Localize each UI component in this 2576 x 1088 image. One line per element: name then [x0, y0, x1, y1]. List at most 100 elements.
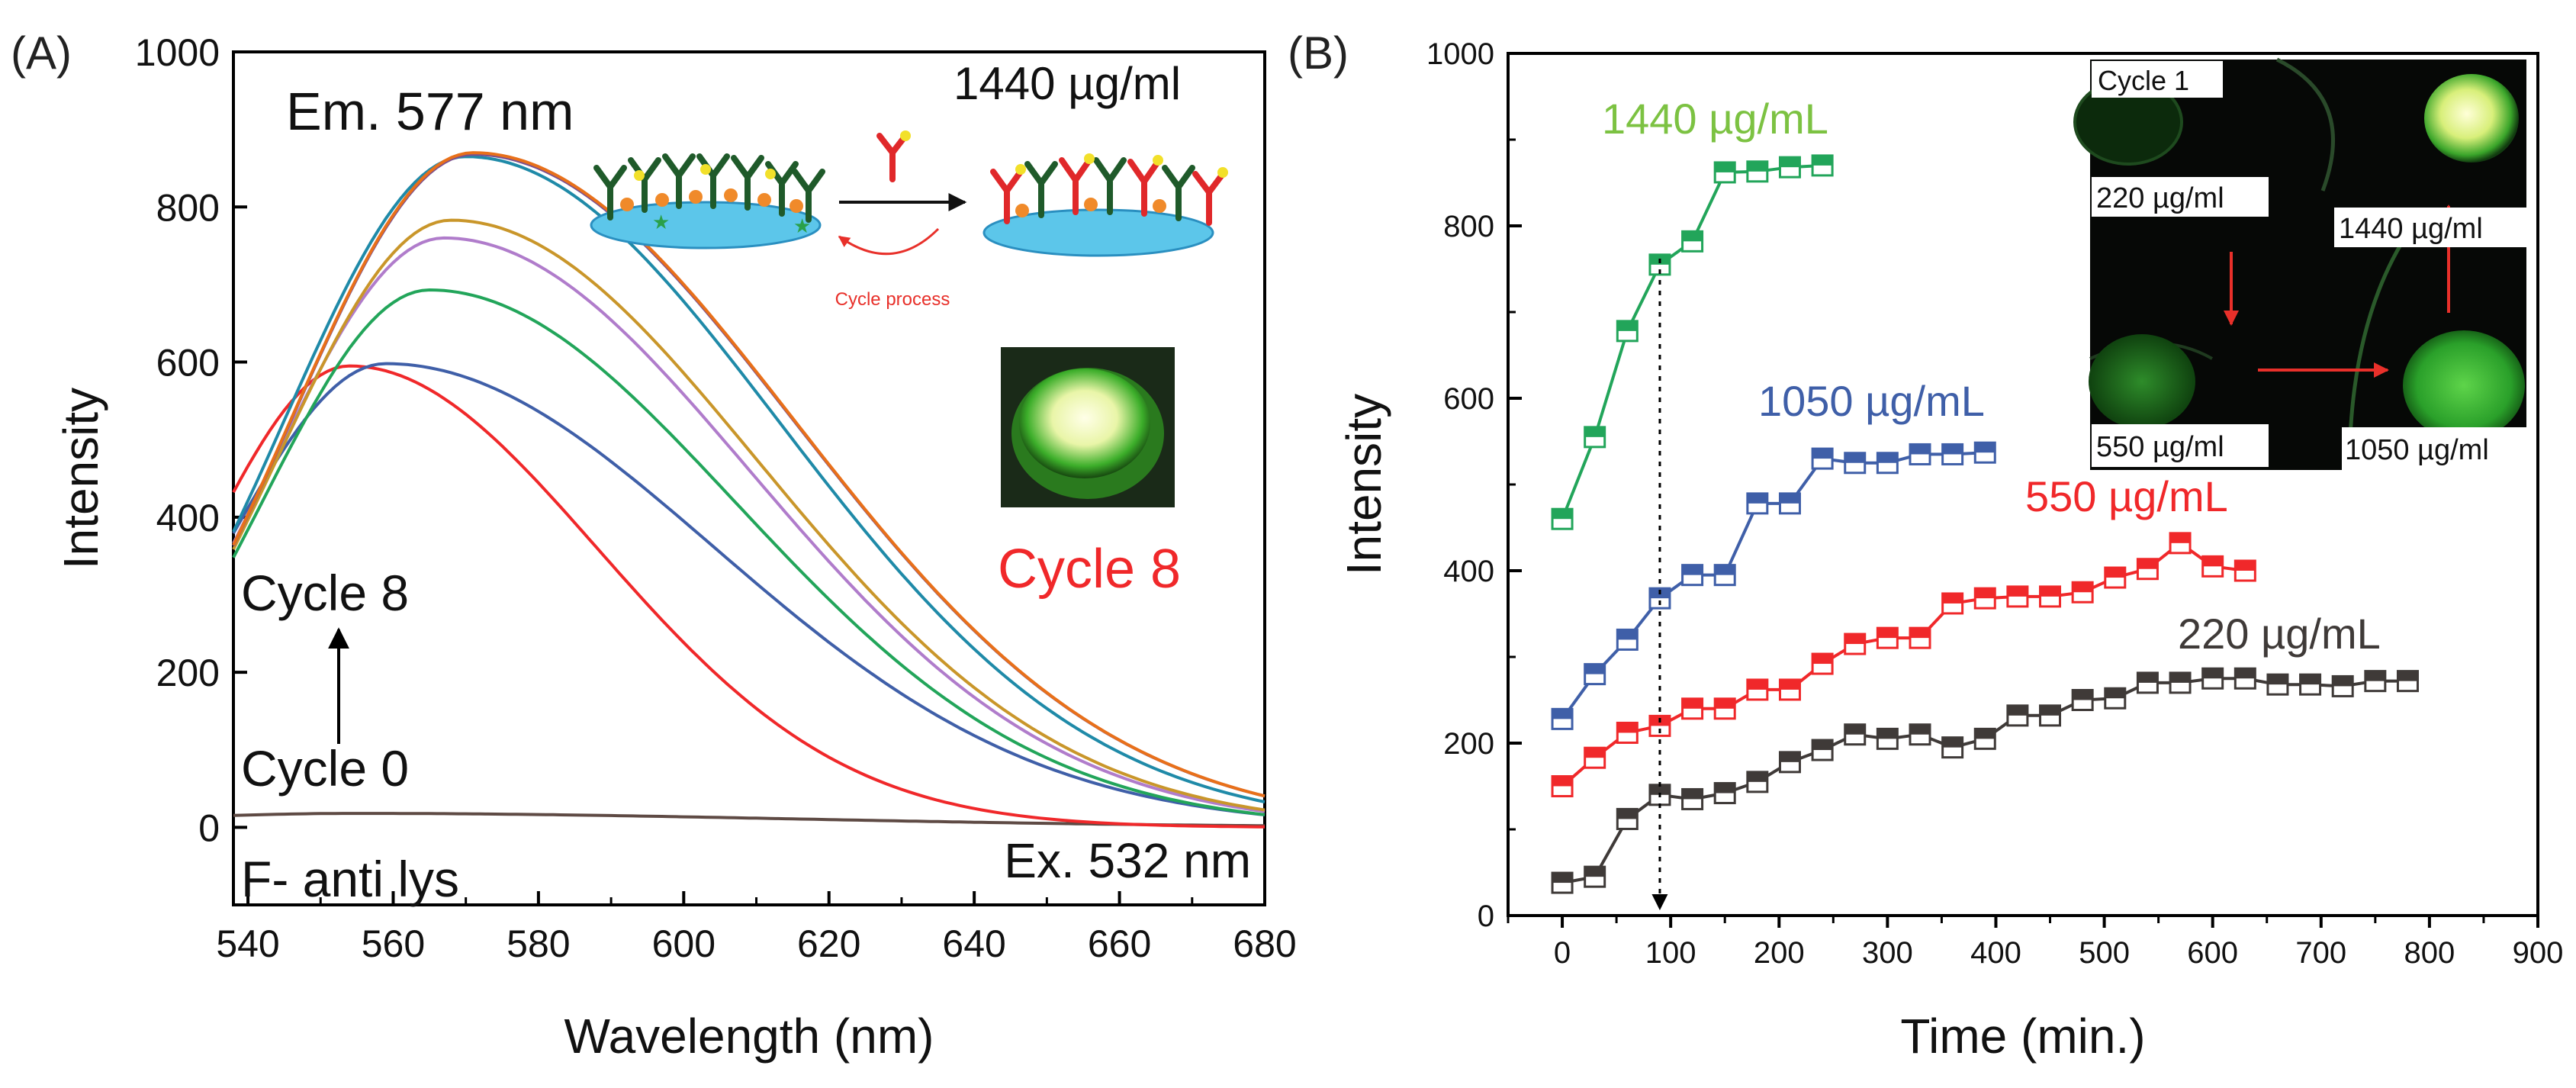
panel-b-y-tick-label: 1000 [1426, 37, 1494, 71]
substrate-left-icon [590, 201, 822, 249]
data-point [1551, 507, 1574, 530]
data-point [1973, 727, 1996, 750]
panel-a-y-tick-label: 0 [198, 806, 220, 849]
panel-b-x-tick-label: 500 [2079, 936, 2130, 970]
data-point [1713, 697, 1736, 720]
data-point [1811, 739, 1834, 761]
data-point [2169, 671, 2192, 694]
data-point [1681, 564, 1704, 587]
substrate-right-icon [982, 208, 1214, 257]
data-point [2169, 532, 2192, 555]
data-point [1616, 628, 1639, 651]
panel-a-x-tick-label: 640 [942, 922, 1005, 965]
series-label-1050: 1050 µg/mL [1758, 377, 1985, 425]
spectrum-f-anti-lys [233, 812, 1265, 828]
photo-caption: Cycle 8 [998, 539, 1181, 600]
data-point [2039, 585, 2062, 608]
spectrum-cycle-5 [232, 155, 1265, 803]
data-point [1844, 452, 1867, 475]
panel-b-x-axis-label: Time (min.) [1900, 1009, 2145, 1064]
free-antigen-icon [876, 133, 909, 182]
data-point [1811, 447, 1834, 470]
panel-b-y-tick-label: 800 [1443, 210, 1494, 243]
data-point [2071, 689, 2094, 711]
cycle-process-label: Cycle process [835, 289, 950, 310]
panel-b-x-tick-label: 600 [2187, 936, 2238, 970]
data-point [1778, 492, 1801, 515]
data-point [2396, 670, 2419, 693]
data-point [1778, 678, 1801, 701]
data-point [1746, 771, 1769, 793]
data-point [1616, 807, 1639, 830]
panel-b-series-labels: 1440 µg/mL 1050 µg/mL 550 µg/mL 220 µg/mL [1602, 95, 2381, 658]
panel-a-x-tick-label: 680 [1233, 922, 1296, 965]
spectrum-cycle-4 [232, 218, 1265, 812]
series-line [1561, 541, 2246, 788]
panel-b-x-tick-label: 900 [2513, 936, 2564, 970]
data-point [1973, 441, 1996, 464]
series-line [1561, 163, 1823, 520]
inset-1050-label: 1050 µg/ml [2345, 434, 2489, 466]
panel-a-y-tick-label: 600 [156, 342, 220, 385]
panel-a-label: (A) [11, 27, 72, 79]
panel-b: (B) 0 200 400 600 800 1000 0 100 200 300 400 500 60… [1288, 27, 2563, 1064]
data-point [1584, 663, 1606, 686]
data-point [1941, 592, 1964, 615]
data-point [2071, 581, 2094, 604]
panel-b-x-tick-label: 800 [2404, 936, 2455, 970]
panel-a-x-ticks: 540 560 580 600 620 640 660 680 [216, 891, 1297, 965]
spectrum-cycle-0 [232, 364, 1265, 829]
spectrum-cycle-8 [232, 151, 1265, 798]
panel-a-y-axis-label: Intensity [53, 388, 108, 569]
data-point [1811, 652, 1834, 675]
series-1440 [1551, 154, 1834, 530]
concentration-label-a: 1440 µg/ml [954, 58, 1181, 109]
series-label-1440: 1440 µg/mL [1602, 95, 1828, 143]
panel-a-x-tick-label: 620 [797, 922, 860, 965]
panel-a-x-tick-label: 660 [1088, 922, 1151, 965]
data-point [1681, 697, 1704, 720]
panel-b-x-tick-label: 200 [1754, 936, 1805, 970]
data-point [2006, 585, 2029, 608]
cycle-8-photo [1001, 347, 1175, 507]
data-point [1681, 787, 1704, 810]
dish-1050-icon [2403, 330, 2525, 440]
data-point [2233, 559, 2256, 582]
data-point [2104, 687, 2127, 710]
data-point [1778, 156, 1801, 179]
data-point [2136, 671, 2159, 694]
data-point [1746, 492, 1769, 515]
inset-cycle-label: Cycle 1 [2098, 65, 2189, 96]
panel-b-y-tick-label: 400 [1443, 555, 1494, 588]
data-point [1616, 721, 1639, 744]
panel-a-x-tick-label: 600 [652, 922, 716, 965]
series-label-550: 550 µg/mL [2025, 472, 2228, 520]
spectrum-cycle-1 [232, 362, 1265, 816]
data-point [1778, 751, 1801, 774]
cycle-8-label: Cycle 8 [241, 565, 409, 621]
data-point [1941, 443, 1964, 465]
data-point [1551, 707, 1574, 730]
data-point [2233, 667, 2256, 690]
data-point [1876, 727, 1899, 750]
panel-b-x-tick-label: 400 [1970, 936, 2021, 970]
data-point [2039, 704, 2062, 727]
panel-b-x-tick-label: 0 [1554, 936, 1571, 970]
data-point [1713, 782, 1736, 805]
data-point [2136, 558, 2159, 581]
panel-a-x-tick-label: 560 [362, 922, 425, 965]
panel-a: (A) 0 200 400 600 800 1000 540 560 580 600 620 640… [11, 27, 1297, 1064]
panel-a-y-ticks: 0 200 400 600 800 1000 [135, 31, 247, 849]
dish-550-icon [2089, 334, 2195, 429]
panel-b-y-tick-label: 0 [1478, 900, 1494, 933]
panel-b-y-tick-label: 200 [1443, 727, 1494, 761]
spectrum-cycle-2 [232, 288, 1265, 816]
data-point [1713, 161, 1736, 184]
panel-a-x-tick-label: 540 [216, 922, 279, 965]
data-point [2201, 555, 2224, 578]
inset-1440-label: 1440 µg/ml [2339, 213, 2483, 245]
data-point [1584, 865, 1606, 888]
data-point [1551, 871, 1574, 894]
data-point [1584, 426, 1606, 449]
